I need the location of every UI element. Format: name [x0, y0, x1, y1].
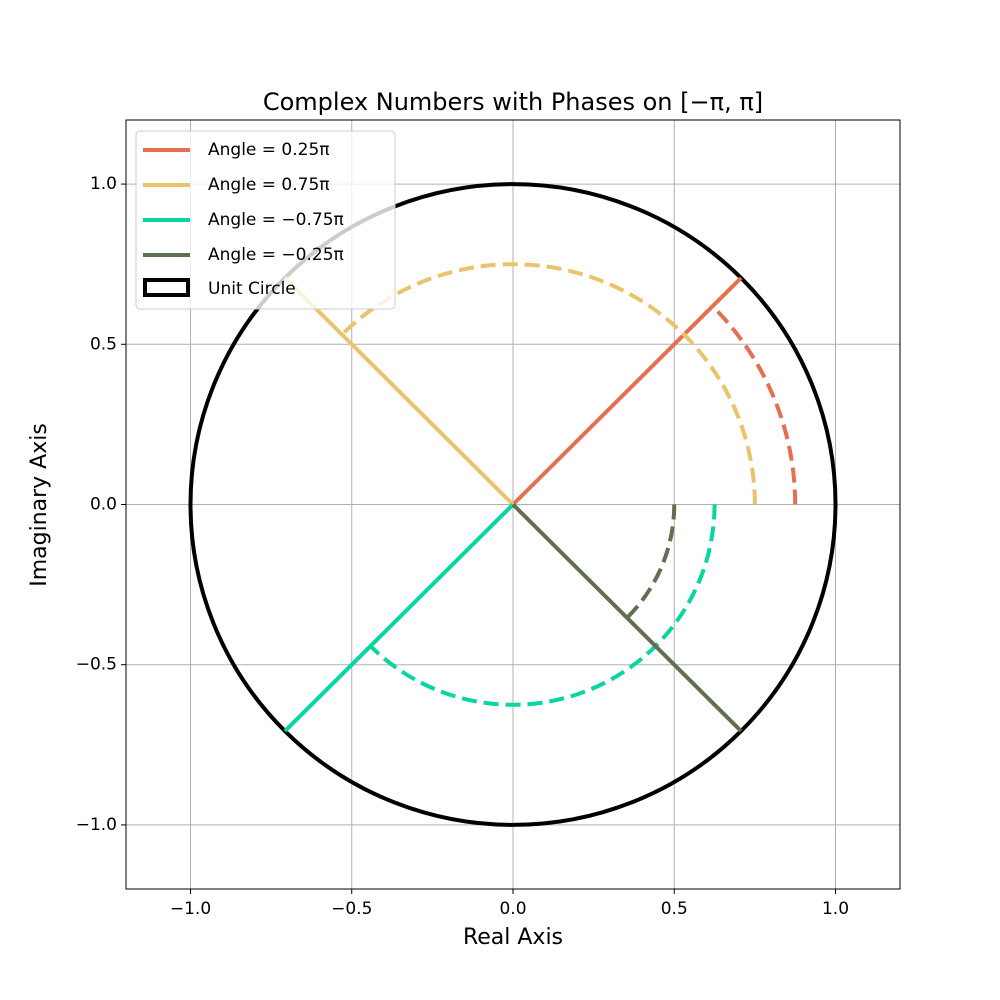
- legend-label: Angle = 0.25π: [208, 140, 330, 160]
- x-tick-label: −1.0: [170, 899, 211, 919]
- y-tick-label: 0.5: [90, 334, 117, 354]
- y-tick-label: 0.0: [90, 495, 117, 515]
- legend-box: [135, 130, 396, 310]
- legend-label: Angle = 0.75π: [208, 175, 330, 195]
- x-tick-label: 0.0: [499, 899, 526, 919]
- x-tick-label: 0.5: [661, 899, 688, 919]
- phase-arc: [625, 504, 677, 620]
- legend-swatch: [143, 278, 190, 297]
- phase-arc: [369, 504, 717, 707]
- y-axis-label: Imaginary Axis: [27, 423, 52, 587]
- x-tick-label: −0.5: [331, 899, 372, 919]
- phase-ray: [511, 503, 743, 733]
- phase-ray: [283, 276, 515, 506]
- phase-ray: [283, 503, 515, 733]
- chart-title: Complex Numbers with Phases on [−π, π]: [263, 88, 763, 116]
- y-tick-label: 1.0: [90, 174, 117, 194]
- y-tick-label: −0.5: [76, 655, 117, 675]
- x-axis-label: Real Axis: [463, 925, 563, 950]
- legend-label: Unit Circle: [208, 279, 296, 299]
- phase-ray: [511, 276, 743, 506]
- y-tick-label: −1.0: [76, 815, 117, 835]
- legend-label: Angle = −0.75π: [208, 210, 344, 230]
- legend-label: Angle = −0.25π: [208, 245, 344, 265]
- x-tick-label: 1.0: [822, 899, 849, 919]
- phase-arc: [711, 304, 798, 505]
- plot-frame: [125, 119, 901, 890]
- legend: Angle = 0.25π Angle = 0.75π Angle = −0.75π…: [135, 130, 396, 310]
- unit-circle: [188, 182, 838, 827]
